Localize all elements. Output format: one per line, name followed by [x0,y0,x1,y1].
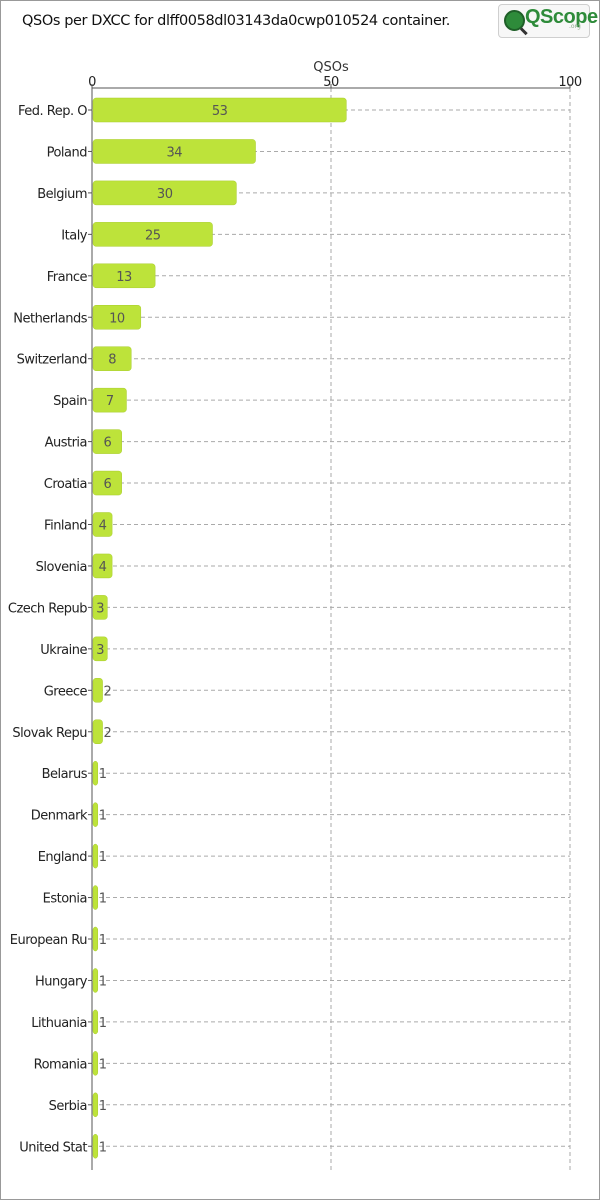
magnifier-icon [504,10,525,31]
category-label: Netherlands [13,311,87,326]
x-tick-label: 50 [323,75,339,90]
value-label: 2 [104,684,112,699]
value-label: 1 [99,850,107,865]
value-label: 1 [99,933,107,948]
bar [92,968,99,993]
chart-title: QSOs per DXCC for dlff0058dl03143da0cwp0… [22,13,450,29]
bar [92,1009,99,1035]
bar [92,553,113,579]
bar [92,885,99,910]
value-label: 1 [99,892,107,907]
value-label: 25 [145,228,161,243]
category-label: England [38,850,88,865]
value-label: 1 [99,1140,107,1155]
bar [92,926,99,952]
category-label: Romania [34,1057,87,1072]
bar [92,1134,99,1159]
category-label: Czech Repub [8,601,87,616]
value-label: 6 [103,436,111,451]
category-label: Serbia [49,1099,87,1114]
value-label: 30 [157,187,173,202]
qscope-logo[interactable]: QScope .org [498,4,598,38]
bar [92,263,156,289]
category-label: Estonia [43,892,87,907]
category-label: Belgium [37,187,87,202]
category-label: Greece [44,684,88,699]
bar [92,1092,99,1118]
category-label: France [47,270,88,285]
category-label: Austria [45,436,87,451]
bar [92,139,256,164]
category-label: Belarus [42,767,88,782]
x-tick-label: 0 [88,75,96,90]
bar [92,678,103,703]
category-label: Slovak Repu [12,726,87,741]
bar [92,180,237,206]
bar [92,595,108,620]
bar [92,802,99,827]
value-label: 7 [106,394,114,409]
value-label: 3 [96,643,104,658]
bar [92,1051,99,1076]
bar [92,512,113,537]
bar [92,843,99,869]
category-label: Finland [44,519,87,534]
logo-subtext: .org [569,23,581,30]
category-label: European Ru [10,933,88,948]
category-label: Slovenia [36,560,87,575]
bar [92,429,122,454]
logo-text: QScope [525,6,598,28]
bar [92,97,347,123]
value-label: 34 [166,145,182,160]
category-label: Hungary [35,974,88,989]
value-label: 53 [212,104,228,119]
bar [92,636,108,662]
category-label: Poland [47,145,88,160]
value-label: 6 [103,477,111,492]
value-label: 13 [116,270,132,285]
value-label: 1 [99,1057,107,1072]
value-label: 1 [99,1099,107,1114]
x-tick-label: 100 [558,75,582,90]
category-label: Fed. Rep. O [18,104,87,119]
value-label: 8 [108,353,116,368]
category-label: Switzerland [17,353,88,368]
bar [92,760,99,786]
bar [92,387,127,413]
category-label: Lithuania [31,1016,87,1031]
value-label: 4 [99,560,107,575]
value-label: 10 [109,311,125,326]
value-label: 1 [99,809,107,824]
bar [92,719,103,744]
bar [92,346,132,371]
value-label: 3 [96,601,104,616]
bar [92,305,142,330]
category-label: Ukraine [40,643,87,658]
value-label: 2 [104,726,112,741]
category-label: Italy [61,228,88,243]
value-label: 1 [99,767,107,782]
bar [92,222,213,247]
category-label: Croatia [44,477,87,492]
category-label: United Stat [19,1140,87,1155]
category-label: Denmark [31,809,88,824]
category-label: Spain [53,394,87,409]
value-label: 1 [99,974,107,989]
value-label: 1 [99,1016,107,1031]
x-axis-label: QSOs [313,60,349,75]
bar [92,470,122,496]
value-label: 4 [99,519,107,534]
